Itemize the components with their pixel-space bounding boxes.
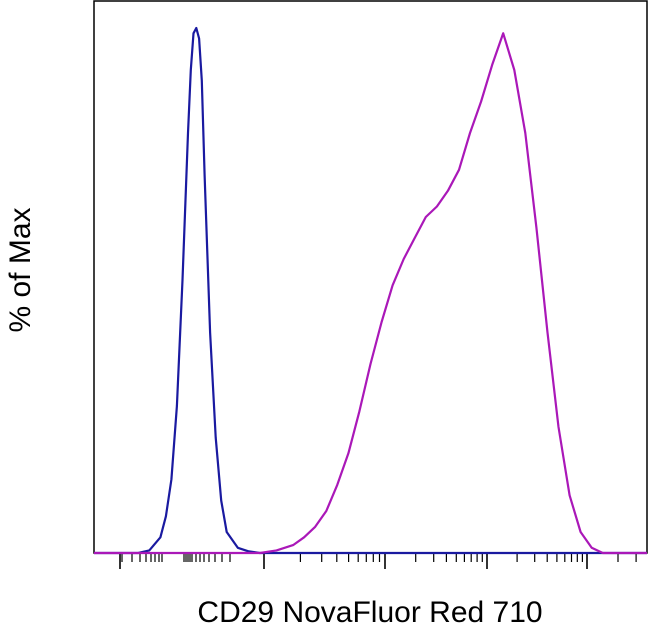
x-axis-ticks xyxy=(119,553,637,569)
plot-frame xyxy=(93,0,648,554)
series-line-2 xyxy=(94,32,647,555)
series-layer xyxy=(94,26,647,555)
x-axis-label: CD29 NovaFluor Red 710 xyxy=(197,596,542,629)
y-axis-label: % of Max xyxy=(4,207,37,332)
series-line-1 xyxy=(94,26,647,555)
